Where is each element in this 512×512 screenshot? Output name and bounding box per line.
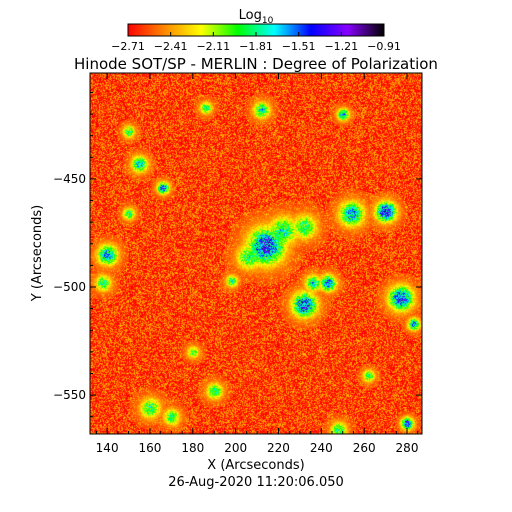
heatmap-image bbox=[90, 73, 422, 434]
colorbar-label: Log10 bbox=[239, 8, 274, 26]
x-tick-label: 280 bbox=[396, 441, 419, 455]
y-axis: −450 −500 −550 bbox=[53, 91, 422, 418]
x-tick-label: 200 bbox=[224, 441, 247, 455]
colorbar-ticks: −2.71 −2.41 −2.11 −1.81 −1.51 −1.21 −0.91 bbox=[111, 32, 401, 53]
x-tick-label: 260 bbox=[353, 441, 376, 455]
x-tick-label: 180 bbox=[181, 441, 204, 455]
timestamp: 26-Aug-2020 11:20:06.050 bbox=[168, 475, 344, 490]
x-axis-label: X (Arcseconds) bbox=[207, 458, 304, 473]
chart-title: Hinode SOT/SP - MERLIN : Degree of Polar… bbox=[74, 55, 438, 73]
colorbar-tick-label: −1.21 bbox=[324, 40, 358, 53]
colorbar-tick-label: −1.81 bbox=[239, 40, 273, 53]
colorbar-tick-label: −1.51 bbox=[282, 40, 316, 53]
x-axis: 140 160 180 200 220 240 260 280 bbox=[96, 73, 419, 455]
x-tick-label: 140 bbox=[96, 441, 119, 455]
plot-frame bbox=[89, 72, 423, 435]
colorbar-tick-label: −2.41 bbox=[154, 40, 188, 53]
y-tick-label: −450 bbox=[53, 172, 86, 186]
colorbar: Log10 −2.71 −2.41 −2.11 −1.81 −1.51 −1.21 −0.9… bbox=[111, 8, 401, 53]
colorbar-tick-label: −2.71 bbox=[111, 40, 145, 53]
y-tick-label: −500 bbox=[53, 280, 86, 294]
y-axis-label: Y (Arcseconds) bbox=[30, 205, 45, 302]
x-tick-label: 220 bbox=[267, 441, 290, 455]
colorbar-tick-label: −2.11 bbox=[196, 40, 230, 53]
x-tick-label: 240 bbox=[310, 441, 333, 455]
colorbar-tick-label: −0.91 bbox=[367, 40, 401, 53]
y-tick-label: −550 bbox=[53, 388, 86, 402]
x-tick-label: 160 bbox=[139, 441, 162, 455]
